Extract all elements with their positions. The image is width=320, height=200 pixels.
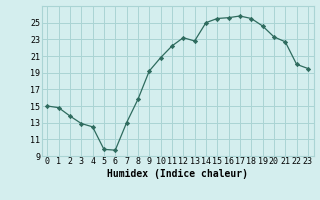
X-axis label: Humidex (Indice chaleur): Humidex (Indice chaleur) (107, 169, 248, 179)
